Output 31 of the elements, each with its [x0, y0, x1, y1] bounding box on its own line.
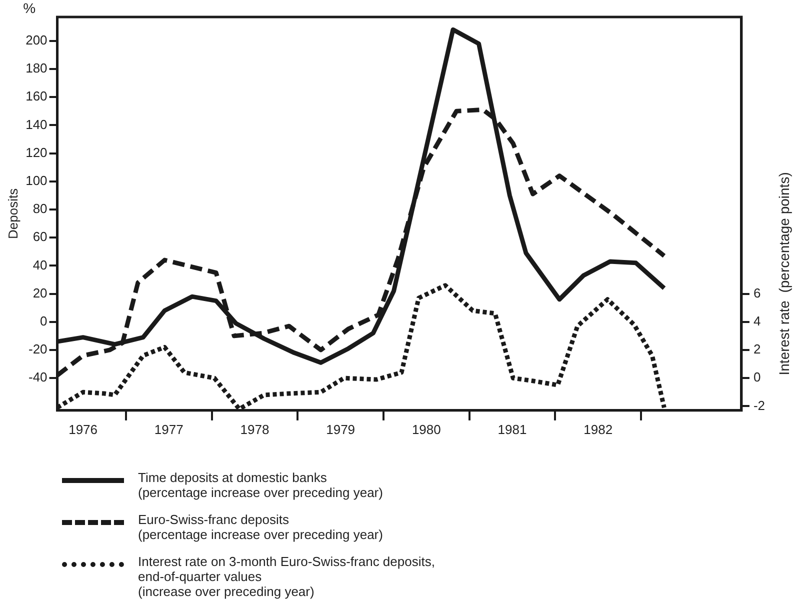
y-tick-label: 20: [32, 285, 48, 300]
y-tick-label: 40: [32, 257, 48, 272]
x-tick-label: 1976: [68, 422, 98, 437]
x-tick-label: 1982: [584, 422, 613, 437]
x-tick-label: 1978: [240, 422, 270, 437]
x-tick-label: 1977: [154, 422, 184, 437]
y2-tick-label: -2: [753, 398, 766, 413]
y-tick-label: 160: [26, 88, 48, 104]
y2-axis-title: Interest rate (percentage points): [776, 172, 792, 376]
y2-tick-label: 2: [753, 342, 761, 357]
x-tick-label: 1979: [326, 422, 356, 437]
y-tick-label: 100: [26, 172, 48, 188]
y-tick-label: 80: [32, 201, 48, 216]
y-tick-label: 140: [26, 116, 48, 132]
y2-tick-label: 0: [753, 370, 761, 385]
y-tick-label: 60: [32, 229, 48, 244]
y-axis-title: Deposits: [5, 188, 20, 239]
y-tick-label: 0: [40, 313, 48, 328]
y2-tick-label: 4: [753, 313, 761, 328]
x-tick-label: 1981: [498, 422, 527, 437]
legend-label: Time deposits at domestic banks (percentage increase over preceding year): [138, 470, 383, 500]
y-tick-label: -40: [28, 370, 48, 385]
text: %: [23, 0, 36, 16]
y2-tick-label: 6: [753, 285, 761, 300]
y-tick-label: 200: [26, 32, 48, 48]
x-tick-label: 1980: [412, 422, 441, 437]
y-tick-label: 180: [26, 60, 48, 76]
legend-label: Interest rate on 3-month Euro-Swiss-franc deposits, end-of-quarter values (increase over preceding year): [138, 554, 435, 599]
y-tick-label: 120: [26, 144, 48, 160]
y-tick-label: -20: [28, 342, 48, 357]
legend-label: Euro-Swiss-franc deposits (percentage increase over preceding year): [138, 512, 383, 542]
